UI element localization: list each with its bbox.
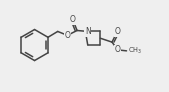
Text: O: O	[69, 15, 75, 24]
Text: O: O	[115, 27, 121, 36]
Text: CH$_3$: CH$_3$	[128, 46, 143, 56]
Text: N: N	[85, 27, 91, 36]
Text: O: O	[115, 45, 121, 54]
Text: O: O	[64, 31, 70, 40]
